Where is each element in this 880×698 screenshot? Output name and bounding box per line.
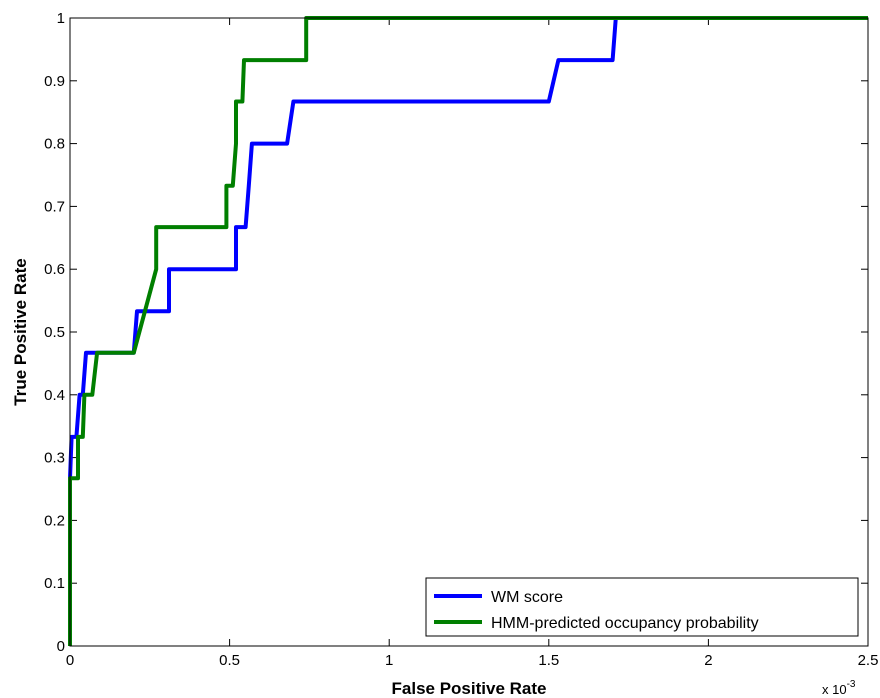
series-line-wm-score xyxy=(68,16,868,646)
series-line-hmm xyxy=(68,16,868,646)
y-tick-label: 0.5 xyxy=(44,324,65,341)
plot-frame xyxy=(69,17,869,647)
x-tick-label: 2.5 xyxy=(858,652,879,669)
x-tick-label: 2 xyxy=(704,652,712,669)
legend-box xyxy=(425,577,859,637)
x-tick-label: 1.5 xyxy=(538,652,559,669)
x-axis-multiplier: x 10-3 xyxy=(822,679,856,697)
y-tick-label: 1 xyxy=(57,10,65,27)
y-tick-label: 0.9 xyxy=(44,73,65,90)
y-tick-label: 0 xyxy=(57,638,65,655)
y-axis-label: True Positive Rate xyxy=(11,258,30,405)
legend-label-hmm: HMM-predicted occupancy probability xyxy=(491,615,759,632)
x-axis-multiplier-base: x 10 xyxy=(822,682,847,697)
y-tick-label: 0.2 xyxy=(44,512,65,529)
x-axis-multiplier-exponent: -3 xyxy=(847,679,856,690)
plot-background xyxy=(70,18,868,646)
legend-label-wm-score: WM score xyxy=(491,589,563,606)
y-tick-label: 0.1 xyxy=(44,575,65,592)
y-tick-label: 0.7 xyxy=(44,198,65,215)
legend: WM score HMM-predicted occupancy probabi… xyxy=(425,577,859,637)
x-tick-label: 0.5 xyxy=(219,652,240,669)
x-axis-label: False Positive Rate xyxy=(392,679,547,698)
x-tick-label: 0 xyxy=(66,652,74,669)
y-tick-label: 0.8 xyxy=(44,136,65,153)
series-lines xyxy=(68,16,868,646)
y-axis-ticks: 0 0.1 0.2 0.3 0.4 0.5 0.6 0.7 0.8 0.9 1 xyxy=(44,10,868,655)
y-tick-label: 0.4 xyxy=(44,387,65,404)
x-tick-label: 1 xyxy=(385,652,393,669)
y-tick-label: 0.3 xyxy=(44,450,65,467)
y-tick-label: 0.6 xyxy=(44,261,65,278)
